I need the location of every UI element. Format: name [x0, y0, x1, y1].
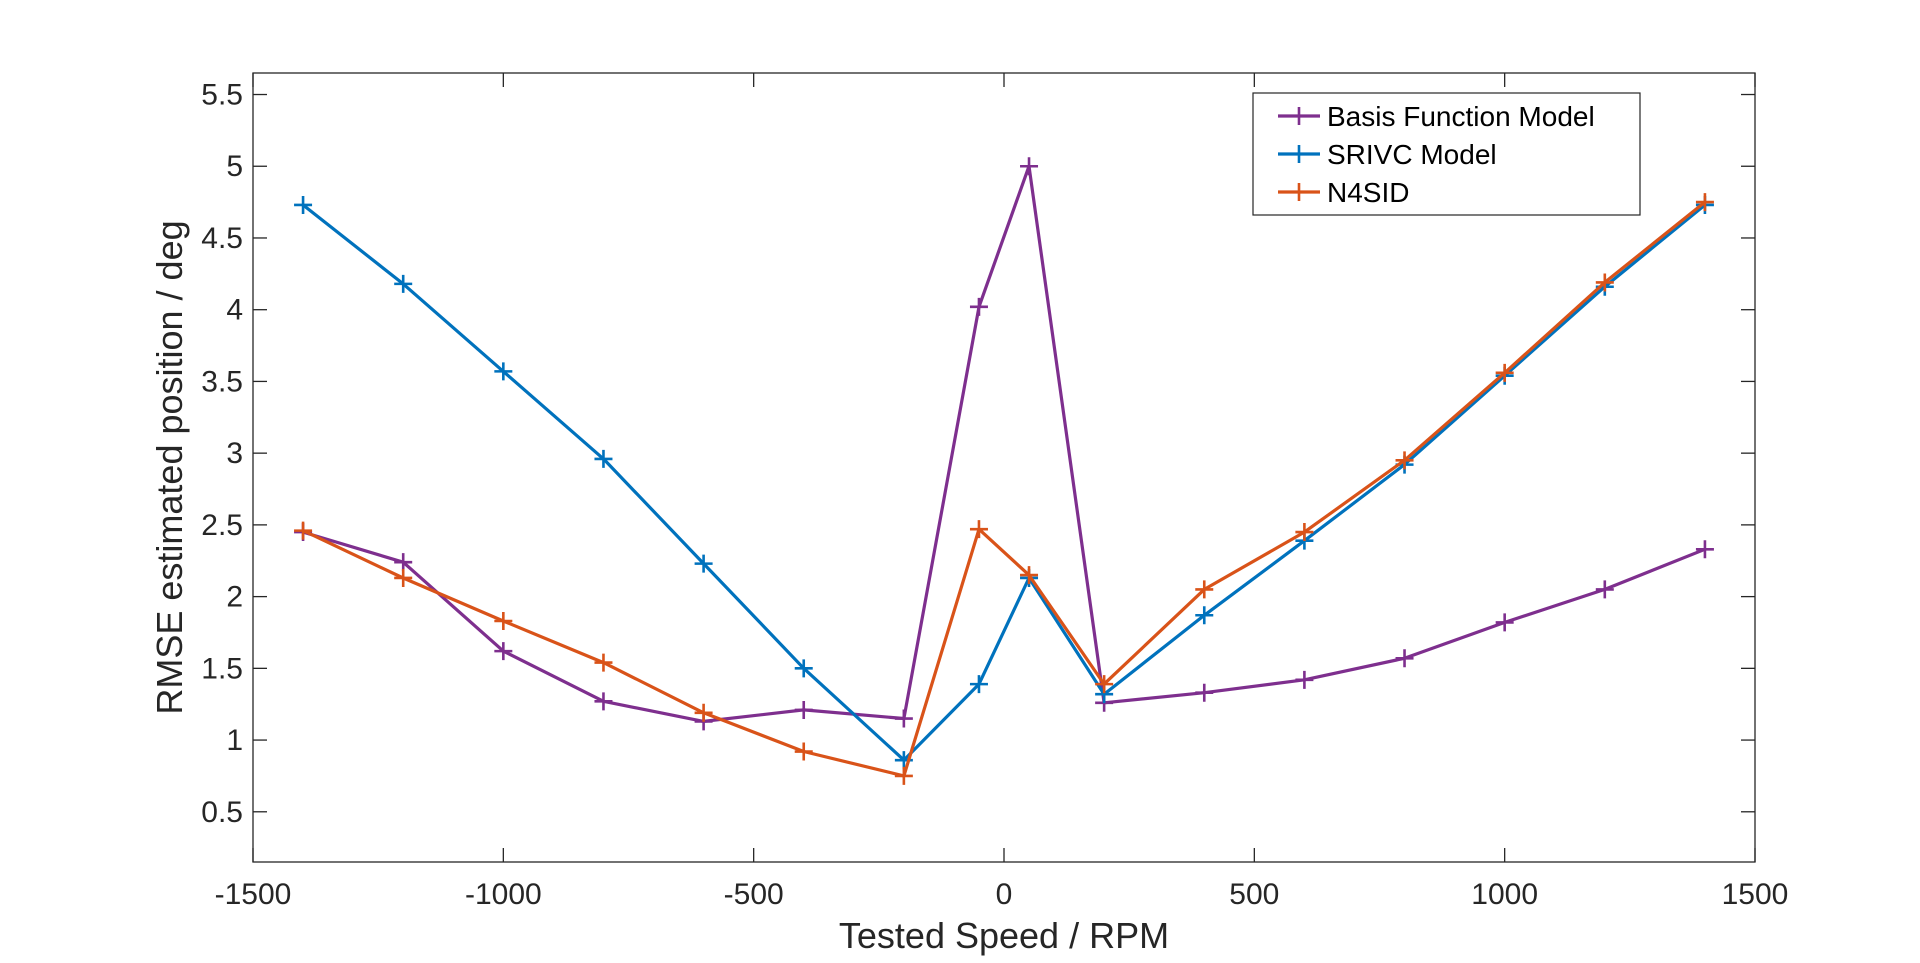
- y-tick-label: 4.5: [201, 222, 243, 255]
- y-tick-label: 5.5: [201, 79, 243, 112]
- data-point-marker: [494, 642, 513, 661]
- x-tick-label: 1000: [1471, 878, 1538, 911]
- data-point-marker: [894, 766, 913, 785]
- data-point-marker: [1495, 363, 1514, 382]
- y-axis-label: RMSE estimated position / deg: [149, 220, 190, 714]
- y-tick-label: 5: [226, 150, 243, 183]
- data-point-marker: [969, 675, 988, 694]
- data-point-marker: [1020, 157, 1039, 176]
- axis-ticks: -1500 -1000 -500 0 500 1000 1500 0.5 1 1.5 2 2.5 3 3.…: [201, 73, 1788, 911]
- data-point-marker: [1195, 683, 1214, 702]
- data-point-marker: [494, 611, 513, 630]
- legend-item: N4SID: [1278, 177, 1409, 208]
- data-point-marker: [594, 449, 613, 468]
- y-tick-label: 1.5: [201, 652, 243, 685]
- data-point-marker: [794, 700, 813, 719]
- data-point-marker: [294, 195, 313, 214]
- legend-label: N4SID: [1327, 177, 1409, 208]
- data-point-marker: [594, 692, 613, 711]
- data-point-marker: [1395, 649, 1414, 668]
- series-n4sid: [294, 193, 1714, 785]
- data-point-marker: [594, 653, 613, 672]
- plot-frame: [252, 72, 1756, 863]
- data-point-marker: [1595, 273, 1614, 292]
- data-point-marker: [969, 520, 988, 539]
- data-point-marker: [969, 297, 988, 316]
- y-tick-label: 0.5: [201, 796, 243, 829]
- data-point-marker: [894, 709, 913, 728]
- data-point-marker: [1695, 193, 1714, 212]
- y-tick-label: 2.5: [201, 509, 243, 542]
- y-tick-label: 2: [226, 581, 243, 614]
- y-tick-label: 1: [226, 724, 243, 757]
- x-tick-label: 0: [996, 878, 1013, 911]
- data-point-marker: [1295, 523, 1314, 542]
- y-tick-label: 3.5: [201, 365, 243, 398]
- data-point-marker: [1195, 606, 1214, 625]
- data-point-marker: [394, 568, 413, 587]
- data-point-marker: [1395, 451, 1414, 470]
- data-point-marker: [394, 553, 413, 572]
- data-point-marker: [694, 554, 713, 573]
- data-point-marker: [694, 703, 713, 722]
- y-tick-label: 4: [226, 294, 243, 327]
- series-line: [302, 164, 1706, 724]
- legend-marker: [1290, 145, 1308, 163]
- series-layer: [294, 157, 1714, 785]
- y-tick-label: 3: [226, 437, 243, 470]
- legend-marker: [1290, 183, 1308, 201]
- x-tick-label: -1500: [215, 878, 292, 911]
- data-point-marker: [794, 742, 813, 761]
- x-tick-label: 500: [1229, 878, 1279, 911]
- data-point-marker: [394, 274, 413, 293]
- legend-label: SRIVC Model: [1327, 139, 1497, 170]
- x-axis-label: Tested Speed / RPM: [839, 915, 1169, 956]
- data-point-marker: [1020, 566, 1039, 585]
- data-point-marker: [1295, 670, 1314, 689]
- data-point-marker: [294, 521, 313, 540]
- legend: Basis Function Model SRIVC Model N4SID: [1252, 92, 1641, 216]
- x-tick-label: -1000: [465, 878, 542, 911]
- data-point-marker: [1695, 540, 1714, 559]
- data-point-marker: [1595, 580, 1614, 599]
- x-tick-label: -500: [724, 878, 784, 911]
- x-tick-label: 1500: [1722, 878, 1789, 911]
- data-point-marker: [794, 659, 813, 678]
- series-line: [302, 203, 1706, 762]
- data-point-marker: [1095, 675, 1114, 694]
- legend-item: SRIVC Model: [1278, 139, 1497, 170]
- data-point-marker: [1495, 613, 1514, 632]
- series-line: [302, 200, 1706, 778]
- legend-marker: [1290, 107, 1308, 125]
- legend-item: Basis Function Model: [1278, 101, 1595, 132]
- legend-label: Basis Function Model: [1327, 101, 1595, 132]
- data-point-marker: [494, 362, 513, 381]
- data-point-marker: [1195, 580, 1214, 599]
